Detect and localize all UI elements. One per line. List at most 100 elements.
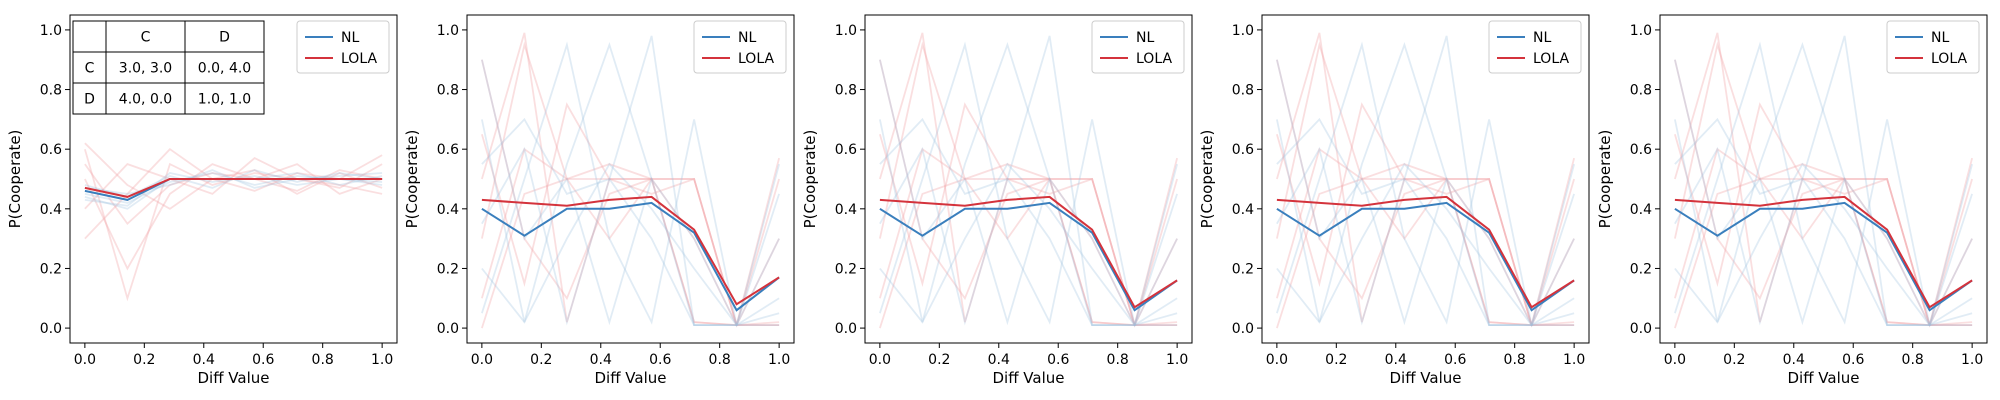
- legend-label-nl: NL: [1931, 30, 1949, 46]
- legend-label-lola: LOLA: [341, 51, 377, 67]
- plot-area: [1276, 32, 1575, 329]
- y-tick-label: 0.2: [1232, 261, 1254, 277]
- x-axis-label: Diff Value: [594, 369, 666, 387]
- payoff-table-cell: D: [84, 92, 95, 108]
- x-tick-label: 0.6: [1047, 352, 1069, 368]
- faint-run-lola-1: [879, 32, 1178, 327]
- y-axis-label: P(Cooperate): [1198, 130, 1216, 229]
- chart-panel-1: 0.0 0.2 0.4 0.6 0.8 1.0 0.0 0.2 0.4 0.6 0.8 1.0 Diff…: [6, 14, 398, 387]
- faint-run-lola-6: [1276, 157, 1575, 329]
- faint-run-lola-5: [84, 163, 383, 226]
- payoff-table-cell: D: [219, 30, 230, 46]
- x-axis-label: Diff Value: [1389, 369, 1461, 387]
- faint-run-lola-3: [1674, 59, 1973, 327]
- x-tick-label: 0.4: [1385, 352, 1407, 368]
- chart-panel-4: 0.0 0.2 0.4 0.6 0.8 1.0 0.0 0.2 0.4 0.6 0.8 1.0 Diff…: [1198, 14, 1590, 387]
- faint-run-lola-2: [1276, 147, 1575, 327]
- faint-run-nl-2: [481, 35, 780, 327]
- y-tick-label: 1.0: [1232, 23, 1254, 39]
- x-tick-label: 0.8: [1107, 352, 1129, 368]
- chart-panel-5: 0.0 0.2 0.4 0.6 0.8 1.0 0.0 0.2 0.4 0.6 0.8 1.0 Diff…: [1596, 14, 1988, 387]
- faint-run-lola-3: [84, 157, 383, 210]
- x-tick-label: 0.0: [1664, 352, 1686, 368]
- faint-run-lola-1: [1276, 32, 1575, 327]
- x-tick-label: 0.6: [252, 352, 274, 368]
- y-tick-label: 0.4: [437, 202, 459, 218]
- x-tick-label: 0.6: [1444, 352, 1466, 368]
- payoff-table-cell: 4.0, 0.0: [119, 92, 172, 108]
- x-axis-label: Diff Value: [992, 369, 1064, 387]
- faint-run-lola-5: [1276, 102, 1575, 327]
- x-tick-label: 1.0: [768, 352, 790, 368]
- y-tick-label: 0.6: [835, 142, 857, 158]
- faint-run-lola-1: [481, 32, 780, 327]
- series-line-lola: [481, 195, 780, 306]
- faint-run-nl-1: [1674, 41, 1973, 327]
- faint-run-lola-6: [84, 142, 383, 210]
- faint-run-nl-1: [481, 41, 780, 327]
- payoff-table-cell: C: [85, 61, 95, 77]
- faint-run-lola-4: [1276, 41, 1575, 327]
- faint-run-nl-3: [481, 41, 780, 327]
- faint-run-nl-6: [1276, 117, 1575, 327]
- y-tick-label: 0.4: [1630, 202, 1652, 218]
- x-tick-label: 0.6: [649, 352, 671, 368]
- faint-run-nl-1: [1276, 41, 1575, 327]
- faint-run-lola-4: [481, 41, 780, 327]
- legend-label-nl: NL: [341, 30, 359, 46]
- faint-run-nl-5: [481, 162, 780, 327]
- y-tick-label: 0.6: [1630, 142, 1652, 158]
- legend-label-nl: NL: [738, 30, 756, 46]
- chart-panel-2: 0.0 0.2 0.4 0.6 0.8 1.0 0.0 0.2 0.4 0.6 0.8 1.0 Diff…: [403, 14, 795, 387]
- faint-run-lola-6: [879, 157, 1178, 329]
- faint-run-nl-3: [1276, 41, 1575, 327]
- legend: NL LOLA: [1091, 20, 1185, 74]
- legend: NL LOLA: [1886, 20, 1980, 74]
- legend-box: [1488, 20, 1582, 74]
- legend-label-lola: LOLA: [1136, 51, 1172, 67]
- legend: NL LOLA: [1488, 20, 1582, 74]
- faint-run-lola-4: [1674, 41, 1973, 327]
- x-tick-label: 0.4: [1783, 352, 1805, 368]
- payoff-table-cell: C: [141, 30, 151, 46]
- y-tick-label: 0.8: [835, 83, 857, 99]
- axes-frame: [1659, 14, 1988, 344]
- legend-box: [1091, 20, 1185, 74]
- x-tick-label: 0.2: [530, 352, 552, 368]
- series-line-nl: [1276, 201, 1575, 312]
- faint-run-nl-4: [1276, 59, 1575, 328]
- x-axis-label: Diff Value: [197, 369, 269, 387]
- legend-label-nl: NL: [1533, 30, 1551, 46]
- plot-area: [879, 32, 1178, 329]
- legend-box: [296, 20, 390, 74]
- payoff-table: C DC 3.0, 3.0 0.0, 4.0D 4.0, 0.0 1.0, 1.0: [72, 20, 265, 115]
- y-tick-label: 1.0: [40, 23, 62, 39]
- x-tick-label: 1.0: [1563, 352, 1585, 368]
- y-axis-label: P(Cooperate): [1596, 130, 1614, 229]
- faint-run-nl-2: [1276, 35, 1575, 327]
- x-tick-label: 0.8: [1902, 352, 1924, 368]
- legend: NL LOLA: [693, 20, 787, 74]
- legend-label-lola: LOLA: [1533, 51, 1569, 67]
- x-axis-label: Diff Value: [1787, 369, 1859, 387]
- faint-run-lola-2: [84, 163, 383, 271]
- series-line-lola: [1674, 195, 1973, 309]
- y-tick-label: 0.6: [1232, 142, 1254, 158]
- faint-run-lola-6: [1674, 157, 1973, 329]
- legend-label-lola: LOLA: [738, 51, 774, 67]
- axes-frame: [69, 14, 398, 344]
- series-line-nl: [879, 201, 1178, 312]
- payoff-table-cell: 1.0, 1.0: [198, 92, 251, 108]
- x-tick-label: 0.8: [1504, 352, 1526, 368]
- x-tick-label: 0.2: [1723, 352, 1745, 368]
- payoff-table-frame: [72, 20, 265, 115]
- x-tick-label: 0.8: [709, 352, 731, 368]
- x-tick-label: 1.0: [371, 352, 393, 368]
- y-tick-label: 1.0: [1630, 23, 1652, 39]
- y-tick-label: 0.2: [1630, 261, 1652, 277]
- chart-panel-3: 0.0 0.2 0.4 0.6 0.8 1.0 0.0 0.2 0.4 0.6 0.8 1.0 Diff…: [801, 14, 1193, 387]
- series-line-nl: [481, 201, 780, 312]
- legend: NL LOLA: [296, 20, 390, 74]
- x-tick-label: 0.2: [133, 352, 155, 368]
- faint-run-lola-3: [481, 59, 780, 327]
